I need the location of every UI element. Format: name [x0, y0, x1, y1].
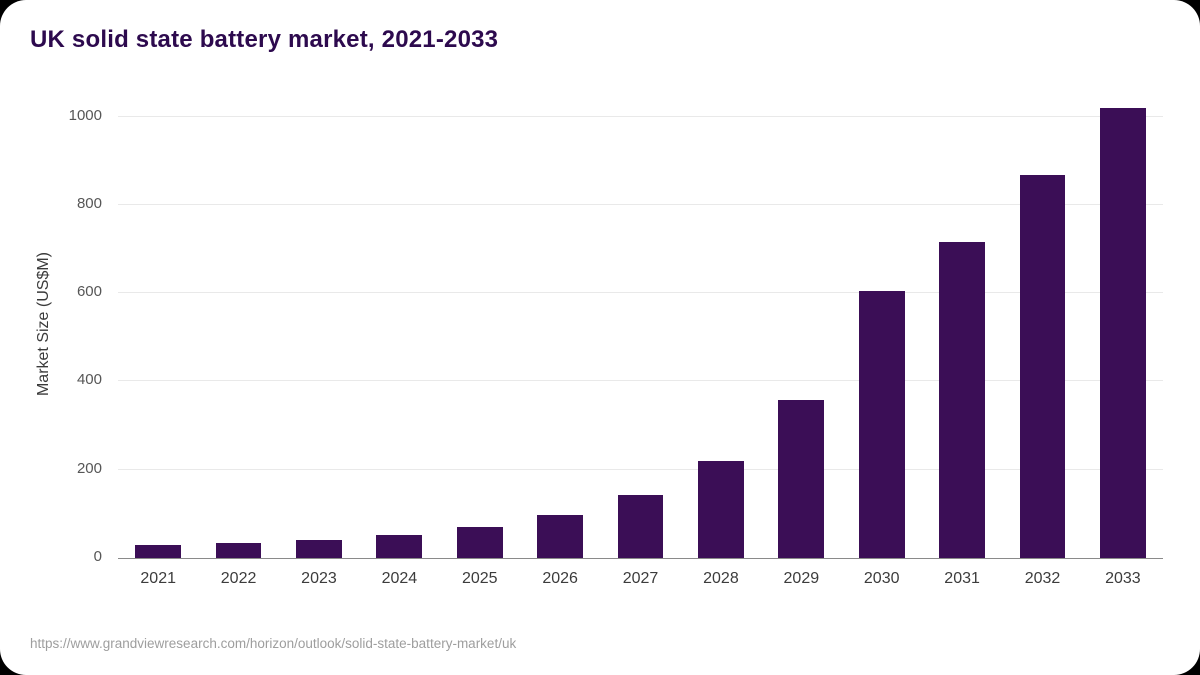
- gridline-0: 0: [94, 548, 1163, 565]
- bar-column-2025: [440, 90, 520, 558]
- bar-column-2026: [520, 90, 600, 558]
- bar-column-2022: [198, 90, 278, 558]
- x-tick-label-2030: 2030: [863, 570, 900, 587]
- bar-2021: [135, 544, 182, 558]
- bar-2028: [698, 460, 744, 558]
- bar-column-2033: [1083, 90, 1163, 558]
- bar-2024: [376, 535, 423, 558]
- y-tick-label: 200: [76, 459, 102, 477]
- bars: [118, 90, 1163, 558]
- plot-area: 0 200 400 600 800 1000: [69, 90, 1163, 565]
- x-tick-label-2022: 2022: [220, 570, 257, 587]
- x-labels: 2021 2022 2023 2024 2025 2026 2027 2028 2029 2030…: [118, 562, 1163, 588]
- y-tick-label: 600: [76, 283, 102, 301]
- y-tick-label: 1000: [68, 106, 102, 124]
- gridline-400: 400: [77, 371, 1163, 388]
- source-link[interactable]: https://www.grandviewresearch.com/horizo…: [30, 636, 517, 651]
- bar-2023: [296, 539, 342, 558]
- y-tick-label: 800: [76, 194, 102, 212]
- bar-column-2024: [359, 90, 439, 558]
- bar-column-2027: [600, 90, 680, 558]
- x-tick-label-2025: 2025: [461, 570, 498, 587]
- x-tick-label-2024: 2024: [381, 570, 418, 587]
- y-axis-label: Market Size (US$M): [35, 251, 52, 397]
- bar-column-2029: [761, 90, 841, 558]
- gridline-800: 800: [77, 195, 1163, 212]
- bar-2032: [1019, 174, 1066, 558]
- bar-2031: [939, 242, 985, 558]
- y-tick-label: 400: [76, 371, 102, 389]
- x-tick-label-2032: 2032: [1024, 570, 1061, 587]
- x-tick-label-2031: 2031: [944, 570, 980, 587]
- x-tick-label-2028: 2028: [703, 570, 739, 587]
- bar-2030: [858, 290, 905, 558]
- x-tick-label-2029: 2029: [783, 570, 820, 587]
- x-tick-label-2026: 2026: [542, 570, 578, 587]
- y-tick-label: 0: [93, 548, 102, 565]
- x-tick-label-2027: 2027: [622, 570, 659, 587]
- bar-column-2028: [681, 90, 761, 558]
- bar-2022: [215, 542, 262, 558]
- bar-column-2021: [118, 90, 198, 558]
- gridline-200: 200: [77, 460, 1163, 477]
- bar-column-2032: [1002, 90, 1082, 558]
- bar-2029: [778, 399, 825, 558]
- x-tick-label-2023: 2023: [301, 570, 337, 587]
- bar-2033: [1099, 107, 1146, 558]
- x-tick-label-2033: 2033: [1105, 570, 1141, 587]
- bar-column-2031: [922, 90, 1002, 558]
- bar-2026: [537, 515, 584, 558]
- gridline-1000: 1000: [69, 107, 1163, 124]
- bar-2027: [617, 494, 664, 558]
- bar-column-2030: [842, 90, 922, 558]
- bar-2025: [456, 527, 503, 558]
- x-tick-label-2021: 2021: [140, 570, 176, 587]
- bar-column-2023: [279, 90, 359, 558]
- chart-title: UK solid state battery market, 2021-2033: [30, 26, 499, 53]
- gridline-600: 600: [77, 283, 1163, 300]
